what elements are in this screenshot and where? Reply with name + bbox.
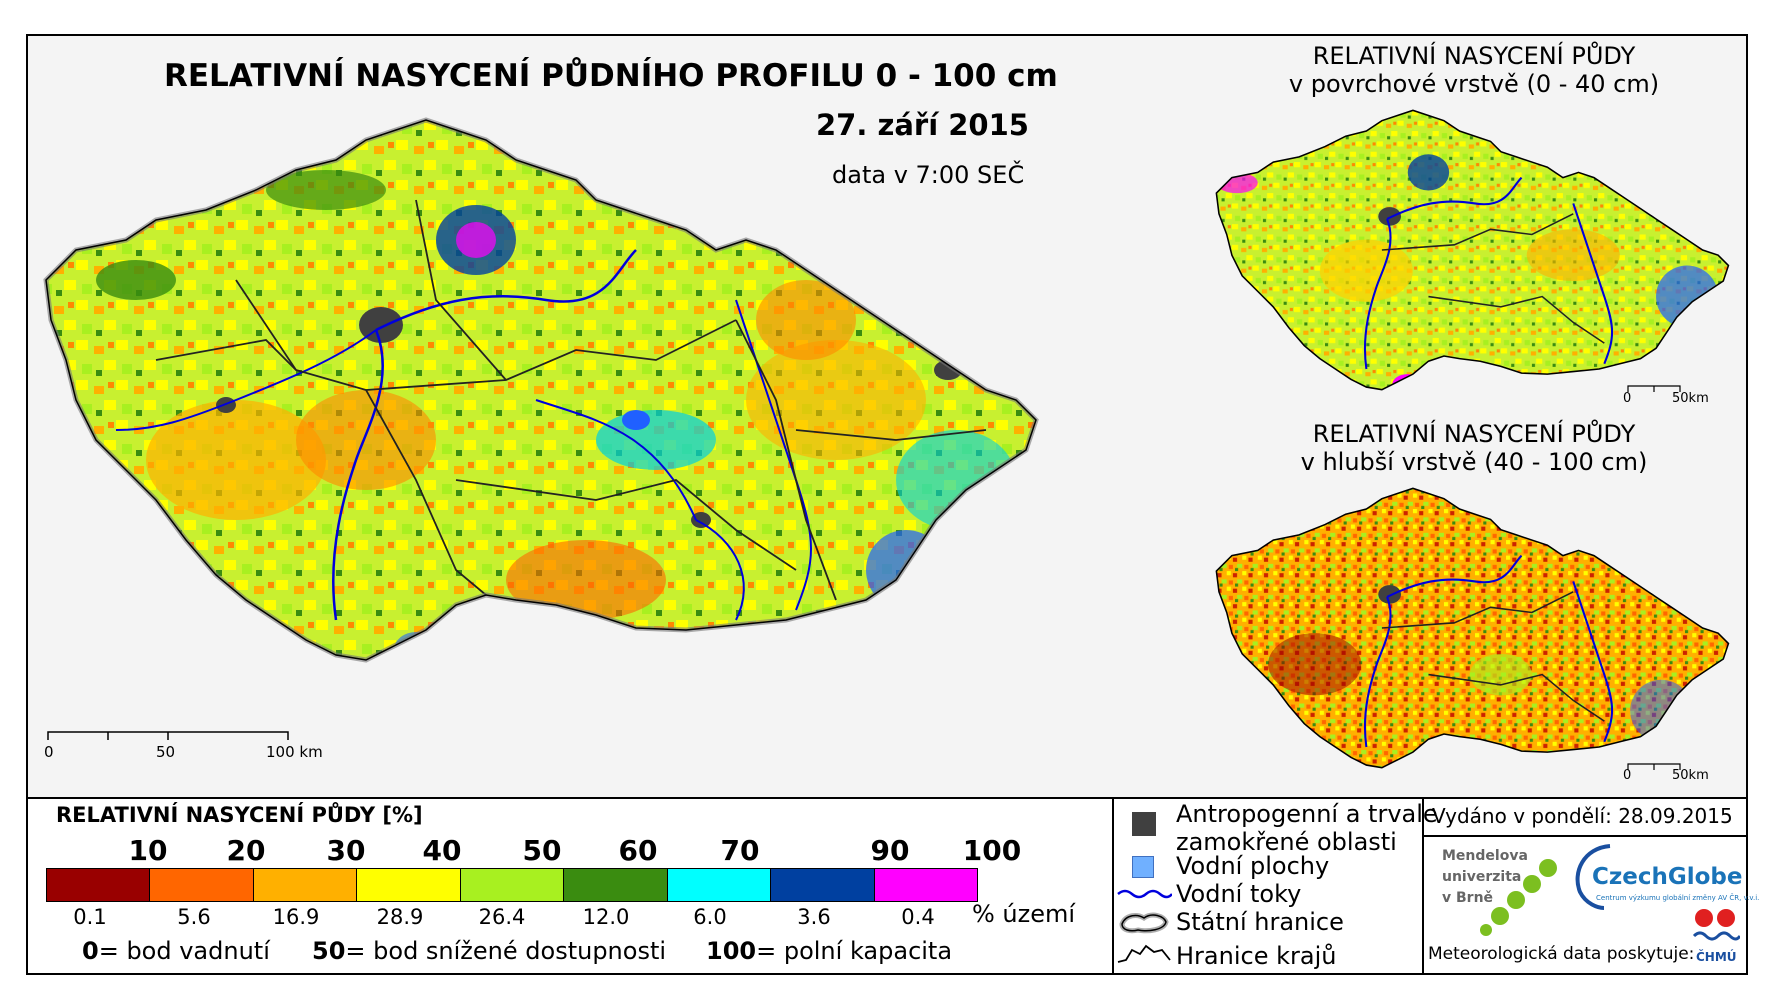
legend-swatch-8: [771, 869, 875, 901]
pct-territory-8: 3.6: [797, 905, 831, 929]
main-map-time: data v 7:00 SEČ: [832, 161, 1025, 189]
legend-color-bar: [46, 868, 978, 902]
state-border-label: Státní hranice: [1176, 908, 1344, 936]
bin-label-20: 20: [226, 834, 266, 867]
issued-date: Vydáno v pondělí: 28.09.2015: [1432, 804, 1733, 828]
czechglobe-logo-text: CzechGlobe: [1592, 864, 1743, 890]
inset-bottom-scale-bar: [1627, 763, 1681, 770]
legend-swatch-4: [357, 869, 461, 901]
region-border-label: Hranice krajů: [1176, 942, 1337, 970]
main-scale-label-50: 50: [156, 743, 176, 761]
pct-territory-3: 16.9: [272, 905, 320, 929]
inset-bottom-title-line2: v hlubší vrstvě (40 - 100 cm): [1300, 448, 1648, 476]
water-body-swatch: [1132, 856, 1154, 878]
mendel-line3: v Brně: [1442, 890, 1494, 906]
definition-wilting-value: 0: [82, 937, 99, 965]
definition-capacity-value: 100: [706, 937, 757, 965]
bin-label-70: 70: [720, 834, 760, 867]
water-body-label: Vodní plochy: [1176, 852, 1330, 880]
wetland-label-line1: Antropogenní a trvale: [1176, 800, 1438, 828]
inset-bottom-title-line1: RELATIVNÍ NASYCENÍ PŮDY: [1312, 420, 1636, 448]
inset-bottom-map: [1215, 487, 1730, 769]
main-scale-bar: [47, 731, 289, 740]
mendel-line2: univerzita: [1442, 869, 1522, 885]
pct-territory-unit: % území: [972, 900, 1076, 928]
pct-territory-9: 0.4: [901, 905, 935, 929]
wetland-label: Antropogenní a trvale zamokřené oblasti: [1176, 800, 1438, 856]
pct-territory-2: 5.6: [177, 905, 211, 929]
main-scale-label-0: 0: [44, 743, 54, 761]
mendel-university-logo-text: Mendelova univerzita v Brně: [1442, 846, 1528, 909]
pct-territory-7: 6.0: [693, 905, 727, 929]
legend-swatch-3: [253, 869, 358, 901]
czechglobe-subtitle: Centrum výzkumu globální změny AV ČR, v.…: [1596, 894, 1760, 902]
bin-label-60: 60: [618, 834, 658, 867]
mendel-line1: Mendelova: [1442, 848, 1528, 864]
pct-territory-5: 26.4: [478, 905, 526, 929]
inset-top-title-line1: RELATIVNÍ NASYCENÍ PŮDY: [1312, 42, 1636, 70]
pct-territory-4: 28.9: [376, 905, 424, 929]
pct-territory-6: 12.0: [582, 905, 630, 929]
state-border-icon: [1119, 912, 1169, 934]
definition-capacity-text: = polní kapacita: [756, 937, 953, 965]
chmu-logo-text: ČHMÚ: [1696, 950, 1737, 964]
definition-reduced-text: = bod snížené dostupnosti: [345, 937, 667, 965]
inset-top-title-line2: v povrchové vrstvě (0 - 40 cm): [1288, 70, 1660, 98]
legend-swatch-5: [460, 869, 565, 901]
legend-swatch-1: [47, 869, 151, 901]
meteo-data-provider: Meteorologická data poskytuje:: [1428, 944, 1695, 964]
inset-top-map: [1215, 109, 1730, 391]
legend-divider-right: [1422, 797, 1424, 975]
main-map-date: 27. září 2015: [816, 108, 1029, 142]
inset-bottom-title: RELATIVNÍ NASYCENÍ PŮDY v hlubší vrstvě …: [1254, 420, 1694, 476]
wetland-swatch: [1132, 812, 1156, 836]
wetland-label-line2: zamokřené oblasti: [1176, 828, 1397, 856]
inset-top-scale-0: 0: [1623, 391, 1632, 406]
main-map-title: RELATIVNÍ NASYCENÍ PŮDNÍHO PROFILU 0 - 1…: [164, 58, 1058, 94]
bin-label-90: 90: [870, 834, 910, 867]
legend-title: RELATIVNÍ NASYCENÍ PŮDY [%]: [56, 803, 423, 827]
inset-bottom-scale-0: 0: [1623, 768, 1632, 783]
main-map: [43, 117, 1039, 663]
definition-wilting-point: 0= bod vadnutí: [82, 937, 270, 965]
inset-top-scale-50: 50km: [1672, 391, 1709, 406]
bin-label-50: 50: [522, 834, 562, 867]
mendel-university-logo-icon: [1480, 859, 1557, 936]
legend-swatch-9: [874, 869, 977, 901]
inset-bottom-scale-50: 50km: [1672, 768, 1709, 783]
definition-reduced-availability: 50= bod snížené dostupnosti: [312, 937, 666, 965]
pct-territory-1: 0.1: [73, 905, 107, 929]
river-label: Vodní toky: [1176, 880, 1302, 908]
bin-label-40: 40: [422, 834, 462, 867]
legend-divider-left: [1112, 797, 1114, 975]
inset-top-scale-bar: [1627, 385, 1681, 392]
issued-divider: [1422, 835, 1748, 837]
czechglobe-logo-icon: [1575, 844, 1611, 910]
river-symbol-icon: [1117, 889, 1172, 899]
legend-swatch-2: [150, 869, 254, 901]
main-scale-label-100: 100 km: [266, 743, 323, 761]
legend-swatch-6: [564, 869, 668, 901]
definition-wilting-text: = bod vadnutí: [98, 937, 270, 965]
definition-field-capacity: 100= polní kapacita: [706, 937, 952, 965]
chmu-logo-icon: [1692, 909, 1740, 941]
legend-swatch-7: [667, 869, 772, 901]
definition-reduced-value: 50: [312, 937, 346, 965]
region-border-icon: [1117, 944, 1171, 963]
bin-label-30: 30: [326, 834, 366, 867]
inset-top-title: RELATIVNÍ NASYCENÍ PŮDY v povrchové vrst…: [1254, 42, 1694, 98]
bin-label-100: 100: [962, 834, 1022, 867]
bin-label-10: 10: [128, 834, 168, 867]
